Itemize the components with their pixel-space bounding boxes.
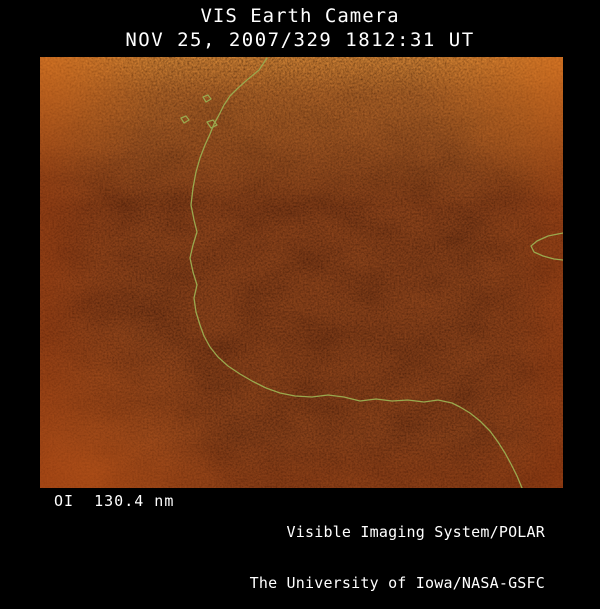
coastline-island	[206, 119, 218, 129]
coastline-island	[180, 115, 190, 124]
coastline-overlay	[180, 57, 563, 488]
credits-block: Visible Imaging System/POLAR The Univers…	[250, 490, 545, 609]
image-datetime: NOV 25, 2007/329 1812:31 UT	[125, 29, 475, 51]
image-title: VIS Earth Camera	[200, 5, 400, 27]
institution-credit: The University of Iowa/NASA-GSFC	[249, 574, 545, 592]
coastline-mainland	[189, 57, 523, 488]
top-right-corner-glow	[40, 57, 563, 488]
camera-image-canvas	[40, 57, 563, 488]
coastline-island	[202, 94, 212, 103]
coastline-lake	[530, 232, 563, 261]
instrument-credit: Visible Imaging System/POLAR	[286, 523, 545, 541]
wavelength-label: OI 130.4 nm	[54, 492, 175, 510]
earth-camera-image	[40, 57, 563, 488]
